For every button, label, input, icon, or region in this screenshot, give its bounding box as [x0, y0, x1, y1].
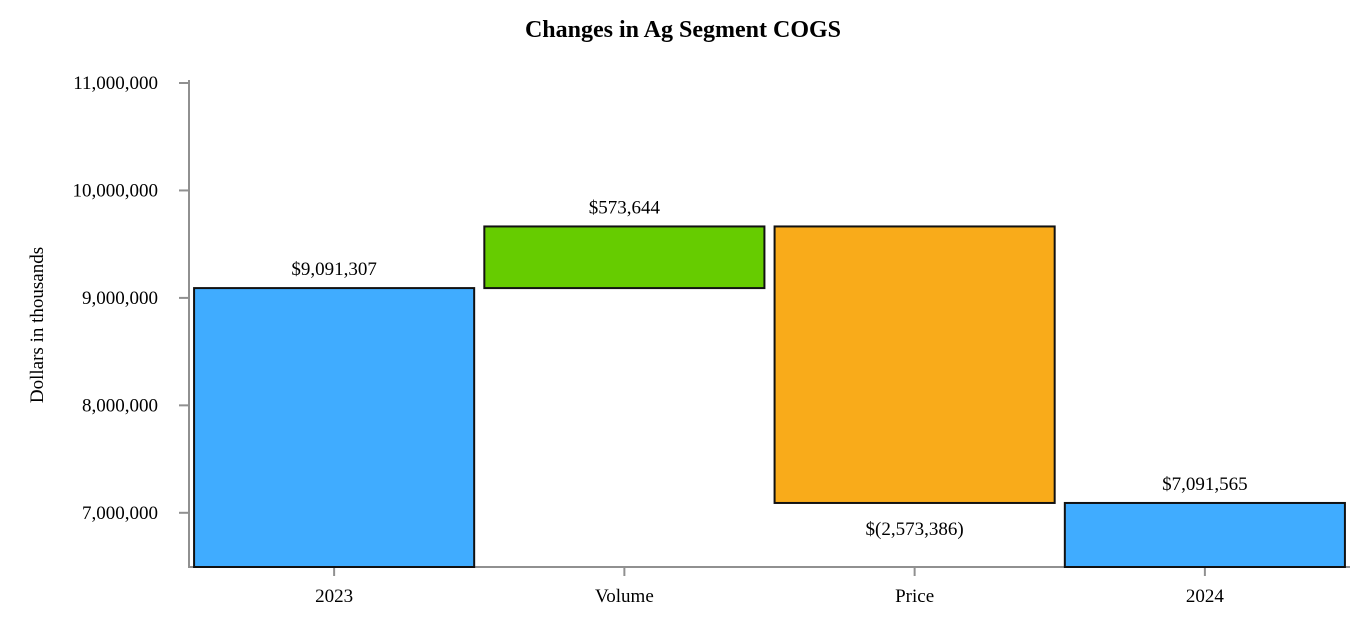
bars-group	[193, 225, 1346, 568]
y-tick-label: 7,000,000	[82, 503, 158, 524]
x-tick-label: 2023	[315, 586, 353, 607]
x-tick-label: Volume	[595, 586, 654, 607]
x-axis-ticks: 2023 Volume Price 2024	[315, 567, 1224, 607]
y-tick-label: 10,000,000	[73, 180, 159, 201]
bar-2023	[193, 287, 476, 568]
x-tick-label: Price	[895, 586, 934, 607]
chart-title: Changes in Ag Segment COGS	[525, 17, 841, 43]
x-tick-label: 2024	[1186, 586, 1225, 607]
y-tick-label: 8,000,000	[82, 395, 158, 416]
y-axis-ticks: 7,000,000 8,000,000 9,000,000 10,000,000 11,…	[73, 73, 189, 524]
data-labels-group: $9,091,307 $573,644 $(2,573,386) $7,091,565	[291, 197, 1247, 540]
bar-2024	[1063, 501, 1346, 568]
data-label-2023: $9,091,307	[291, 259, 377, 280]
bar-price	[773, 225, 1056, 504]
y-axis-label: Dollars in thousands	[27, 247, 48, 403]
data-label-price: $(2,573,386)	[866, 519, 964, 540]
data-label-volume: $573,644	[589, 197, 661, 218]
y-tick-label: 9,000,000	[82, 288, 158, 309]
y-tick-label: 11,000,000	[73, 73, 158, 94]
data-label-2024: $7,091,565	[1162, 474, 1248, 495]
bar-volume	[483, 225, 766, 290]
